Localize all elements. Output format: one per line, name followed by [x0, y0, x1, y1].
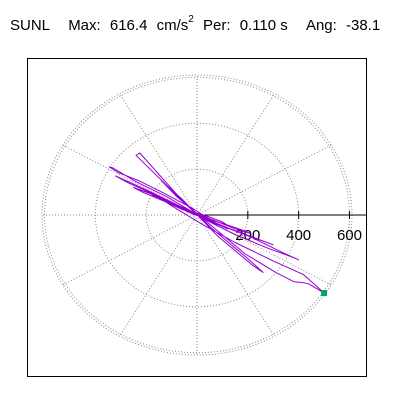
per-label: Per:	[203, 17, 231, 34]
axis-tick-label: 600	[337, 227, 362, 244]
orbit-trace	[108, 152, 328, 297]
grid-spoke	[119, 214, 198, 337]
end-marker	[321, 290, 328, 297]
max-label: Max:	[68, 17, 101, 34]
radial-axis: 200 400 600	[197, 211, 366, 244]
grid-spoke	[196, 214, 332, 286]
grid-spoke	[62, 144, 198, 216]
ang-label: Ang:	[305, 17, 337, 34]
per-value: 0.110 s	[239, 17, 288, 34]
chart-title: SUNL Max: 616.4 cm/s2 Per: 0.110 s Ang: …	[10, 14, 381, 34]
grid-spoke	[62, 214, 198, 286]
plot-frame	[27, 58, 367, 377]
station-code: SUNL	[10, 17, 51, 34]
max-value: 616.4	[109, 17, 148, 34]
orbit-path	[108, 152, 325, 294]
ang-value: -38.1	[345, 17, 381, 34]
max-unit: cm/s	[156, 17, 189, 34]
grid-spoke	[196, 93, 275, 216]
axis-tick-label: 400	[286, 227, 311, 244]
grid-spoke	[196, 144, 332, 216]
max-unit-exponent: 2	[188, 14, 194, 25]
